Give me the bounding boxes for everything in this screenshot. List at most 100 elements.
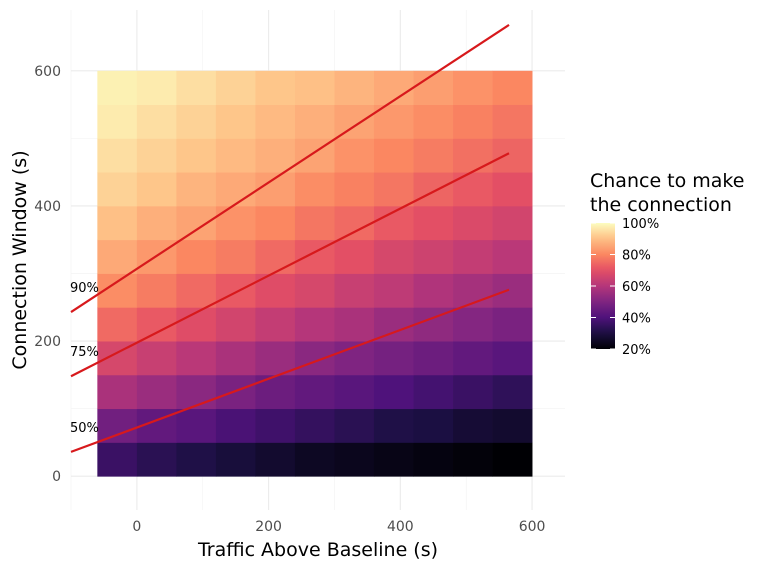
heatmap-tile <box>136 442 177 477</box>
heatmap-tile <box>334 104 375 139</box>
heatmap-tile <box>136 341 177 376</box>
heatmap-tile <box>215 442 256 477</box>
legend-tick-label: 20% <box>622 343 651 358</box>
heatmap-tile <box>294 70 335 105</box>
heatmap-tile <box>136 273 177 308</box>
contour-lines: 90% 75% 50% <box>70 23 510 453</box>
heatmap-tile <box>294 374 335 410</box>
heatmap-tile <box>294 341 335 376</box>
heatmap-tile <box>334 138 375 173</box>
heatmap-tile <box>176 104 217 139</box>
y-tick-label: 0 <box>52 469 61 485</box>
y-axis-ticks: 0 200 400 600 <box>34 64 61 485</box>
heatmap-tile <box>492 442 533 477</box>
y-tick-label: 400 <box>34 199 61 215</box>
contour-label: 75% <box>70 345 99 360</box>
heatmap-tile <box>294 442 335 477</box>
heatmap-tile <box>492 138 533 173</box>
y-tick-label: 600 <box>34 64 61 80</box>
heatmap-tile <box>136 307 177 342</box>
heatmap-tile <box>334 239 375 274</box>
heatmap-tile <box>492 70 533 105</box>
heatmap-tile <box>97 307 138 342</box>
legend: Chance to make the connection 100% 80% 60%… <box>590 170 744 358</box>
heatmap-tile <box>176 374 217 410</box>
heatmap-tile <box>255 408 296 443</box>
heatmap-tile <box>413 273 454 308</box>
y-axis-title: Connection Window (s) <box>9 150 31 369</box>
heatmap-tile <box>294 205 335 241</box>
x-tick-label: 0 <box>132 519 141 535</box>
contour-line <box>70 23 510 313</box>
heatmap-tile <box>294 408 335 443</box>
x-tick-label: 200 <box>255 519 282 535</box>
heatmap-tile <box>334 374 375 410</box>
heatmap-tile <box>413 374 454 410</box>
heatmap-tile <box>176 408 217 443</box>
heatmap-tile <box>334 442 375 477</box>
heatmap-tile <box>492 239 533 274</box>
heatmap-tile <box>215 138 256 173</box>
heatmap-tile <box>334 70 375 105</box>
heatmap-tile <box>453 172 493 207</box>
heatmap-tile <box>453 341 493 376</box>
heatmap-tile <box>453 104 493 139</box>
heatmap-tile <box>373 172 414 207</box>
heatmap-tile <box>334 408 375 443</box>
heatmap-tile <box>413 408 454 443</box>
heatmap-tile <box>255 374 296 410</box>
heatmap-tile <box>97 138 138 173</box>
legend-title-line1: Chance to make <box>590 170 744 192</box>
heatmap-tile <box>255 138 296 173</box>
heatmap-tile <box>334 307 375 342</box>
heatmap-tile <box>97 374 138 410</box>
heatmap-tile <box>176 341 217 376</box>
legend-tick-label: 100% <box>622 217 659 232</box>
heatmap-tile <box>492 374 533 410</box>
heatmap-tile <box>453 239 493 274</box>
heatmap-tile <box>176 138 217 173</box>
heatmap-tile <box>255 307 296 342</box>
heatmap-tile <box>413 70 454 105</box>
heatmap-tile <box>373 374 414 410</box>
heatmap-tile <box>97 442 138 477</box>
heatmap-tile <box>334 273 375 308</box>
heatmap-tile <box>215 273 256 308</box>
heatmap-tile <box>453 307 493 342</box>
heatmap-tile <box>215 307 256 342</box>
contour-line <box>70 152 510 378</box>
heatmap-tile <box>176 239 217 274</box>
y-tick-label: 200 <box>34 334 61 350</box>
heatmap-tile <box>453 442 493 477</box>
heatmap-tile <box>453 70 493 105</box>
heatmap-tile <box>453 408 493 443</box>
heatmap-tile <box>215 104 256 139</box>
contour-label: 50% <box>70 421 99 436</box>
heatmap-tile <box>492 205 533 241</box>
heatmap-tile <box>492 172 533 207</box>
heatmap-tile <box>373 138 414 173</box>
heatmap-tile <box>413 442 454 477</box>
heatmap-tile <box>255 205 296 241</box>
heatmap-tile <box>453 374 493 410</box>
heatmap-tile <box>492 307 533 342</box>
heatmap-tile <box>255 442 296 477</box>
heatmap-tile <box>492 341 533 376</box>
heatmap-tile <box>334 205 375 241</box>
contour-label: 90% <box>70 281 99 296</box>
heatmap-tile <box>215 172 256 207</box>
heatmap-tile <box>176 273 217 308</box>
x-tick-label: 600 <box>519 519 546 535</box>
heatmap-tile <box>215 239 256 274</box>
heatmap-tile <box>373 442 414 477</box>
heatmap-tile <box>97 205 138 241</box>
heatmap-tile <box>334 172 375 207</box>
heatmap-tile <box>97 172 138 207</box>
heatmap-tile <box>453 138 493 173</box>
heatmap-tile <box>413 341 454 376</box>
x-axis-title: Traffic Above Baseline (s) <box>197 539 438 561</box>
heatmap-tile <box>413 239 454 274</box>
heatmap-tile <box>413 205 454 241</box>
heatmap-tile <box>176 172 217 207</box>
heatmap-tile <box>373 341 414 376</box>
